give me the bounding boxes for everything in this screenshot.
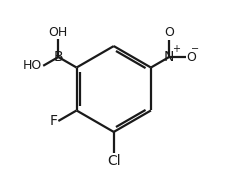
Text: O: O (186, 51, 196, 64)
Text: N: N (164, 50, 174, 64)
Text: B: B (54, 50, 63, 64)
Text: −: − (191, 44, 199, 54)
Text: F: F (50, 114, 58, 128)
Text: +: + (172, 44, 180, 54)
Text: OH: OH (49, 26, 68, 39)
Text: Cl: Cl (107, 154, 121, 168)
Text: HO: HO (23, 59, 42, 72)
Text: O: O (164, 27, 174, 40)
